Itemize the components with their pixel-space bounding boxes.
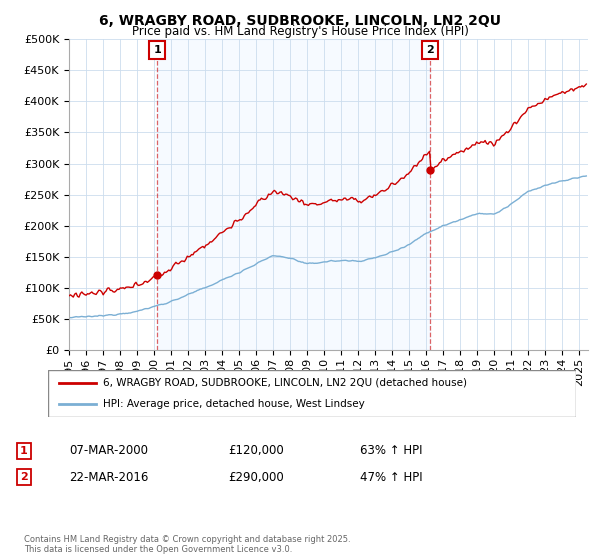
Text: 47% ↑ HPI: 47% ↑ HPI [360,470,422,484]
Text: 1: 1 [153,45,161,55]
Text: 6, WRAGBY ROAD, SUDBROOKE, LINCOLN, LN2 2QU: 6, WRAGBY ROAD, SUDBROOKE, LINCOLN, LN2 … [99,14,501,28]
Text: £290,000: £290,000 [228,470,284,484]
Text: 22-MAR-2016: 22-MAR-2016 [69,470,148,484]
Text: HPI: Average price, detached house, West Lindsey: HPI: Average price, detached house, West… [103,399,365,409]
Text: 2: 2 [426,45,434,55]
Text: £120,000: £120,000 [228,444,284,458]
Text: Price paid vs. HM Land Registry's House Price Index (HPI): Price paid vs. HM Land Registry's House … [131,25,469,38]
Text: 6, WRAGBY ROAD, SUDBROOKE, LINCOLN, LN2 2QU (detached house): 6, WRAGBY ROAD, SUDBROOKE, LINCOLN, LN2 … [103,378,467,388]
Bar [157,39,430,350]
Text: Contains HM Land Registry data © Crown copyright and database right 2025.
This d: Contains HM Land Registry data © Crown c… [24,535,350,554]
Text: 2: 2 [20,472,28,482]
Text: 63% ↑ HPI: 63% ↑ HPI [360,444,422,458]
Text: 1: 1 [20,446,28,456]
Text: 07-MAR-2000: 07-MAR-2000 [69,444,148,458]
